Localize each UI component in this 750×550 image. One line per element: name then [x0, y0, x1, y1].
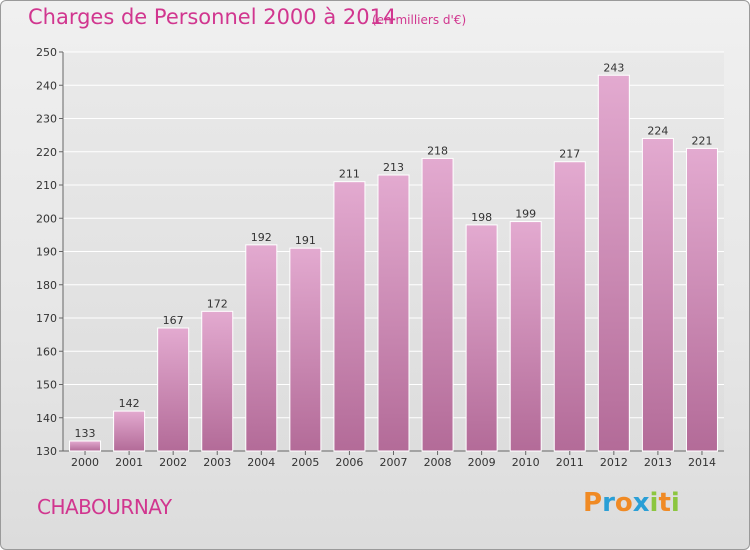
- chart-subtitle: (en milliers d'€): [372, 13, 467, 27]
- brand-letter: i: [670, 488, 680, 518]
- data-label: 218: [427, 144, 448, 157]
- x-tick-label: 2012: [600, 456, 628, 469]
- chart-title: Charges de Personnel 2000 à 2014: [28, 5, 397, 29]
- data-label: 191: [295, 234, 316, 247]
- y-tick-label: 190: [36, 246, 57, 259]
- bar: [641, 137, 674, 452]
- bar: [69, 440, 102, 452]
- bar: [157, 327, 190, 452]
- bar: [377, 174, 410, 452]
- bar: [289, 247, 322, 452]
- x-tick-label: 2011: [556, 456, 584, 469]
- bar: [113, 410, 146, 452]
- data-label: 133: [75, 427, 96, 440]
- x-tick-label: 2008: [424, 456, 452, 469]
- y-tick-label: 250: [36, 46, 57, 59]
- bar: [245, 244, 278, 452]
- x-tick-label: 2013: [644, 456, 672, 469]
- bar: [597, 74, 630, 452]
- brand-letter: i: [649, 488, 659, 518]
- y-tick-label: 230: [36, 113, 57, 126]
- data-label: 172: [207, 297, 228, 310]
- x-tick-label: 2007: [380, 456, 408, 469]
- bar: [333, 181, 366, 452]
- x-tick-label: 2001: [115, 456, 143, 469]
- y-tick-label: 140: [36, 412, 57, 425]
- data-label: 213: [383, 161, 404, 174]
- bar: [465, 224, 498, 452]
- y-tick-label: 210: [36, 179, 57, 192]
- bar: [553, 161, 586, 452]
- brand-letter: o: [614, 488, 633, 518]
- brand-letter: x: [632, 488, 650, 518]
- x-tick-label: 2009: [468, 456, 496, 469]
- data-label: 192: [251, 231, 272, 244]
- y-tick-label: 160: [36, 345, 57, 358]
- data-label: 199: [515, 208, 536, 221]
- brand-letter: P: [583, 488, 603, 518]
- y-tick-label: 150: [36, 379, 57, 392]
- x-tick-label: 2005: [291, 456, 319, 469]
- bar: [685, 147, 718, 452]
- proxiti-logo: Proxiti: [583, 488, 680, 518]
- data-label: 217: [559, 148, 580, 161]
- y-tick-label: 240: [36, 79, 57, 92]
- x-tick-label: 2004: [247, 456, 275, 469]
- data-label: 221: [691, 134, 712, 147]
- brand-letter: t: [658, 488, 671, 518]
- data-label: 142: [119, 397, 140, 410]
- data-label: 211: [339, 168, 360, 181]
- bar: [421, 157, 454, 452]
- y-tick-label: 130: [36, 445, 57, 458]
- x-tick-label: 2003: [203, 456, 231, 469]
- x-tick-label: 2014: [688, 456, 716, 469]
- location-name: CHABOURNAY: [37, 495, 172, 519]
- bar: [509, 221, 542, 452]
- data-label: 224: [647, 124, 668, 137]
- data-label: 167: [163, 314, 184, 327]
- brand-letter: r: [602, 488, 615, 518]
- y-tick-label: 220: [36, 146, 57, 159]
- y-tick-label: 200: [36, 212, 57, 225]
- bar: [201, 310, 234, 452]
- x-tick-label: 2002: [159, 456, 187, 469]
- y-tick-label: 170: [36, 312, 57, 325]
- data-label: 198: [471, 211, 492, 224]
- y-tick-label: 180: [36, 279, 57, 292]
- x-tick-label: 2006: [335, 456, 363, 469]
- x-tick-label: 2000: [71, 456, 99, 469]
- data-label: 243: [603, 61, 624, 74]
- x-tick-label: 2010: [512, 456, 540, 469]
